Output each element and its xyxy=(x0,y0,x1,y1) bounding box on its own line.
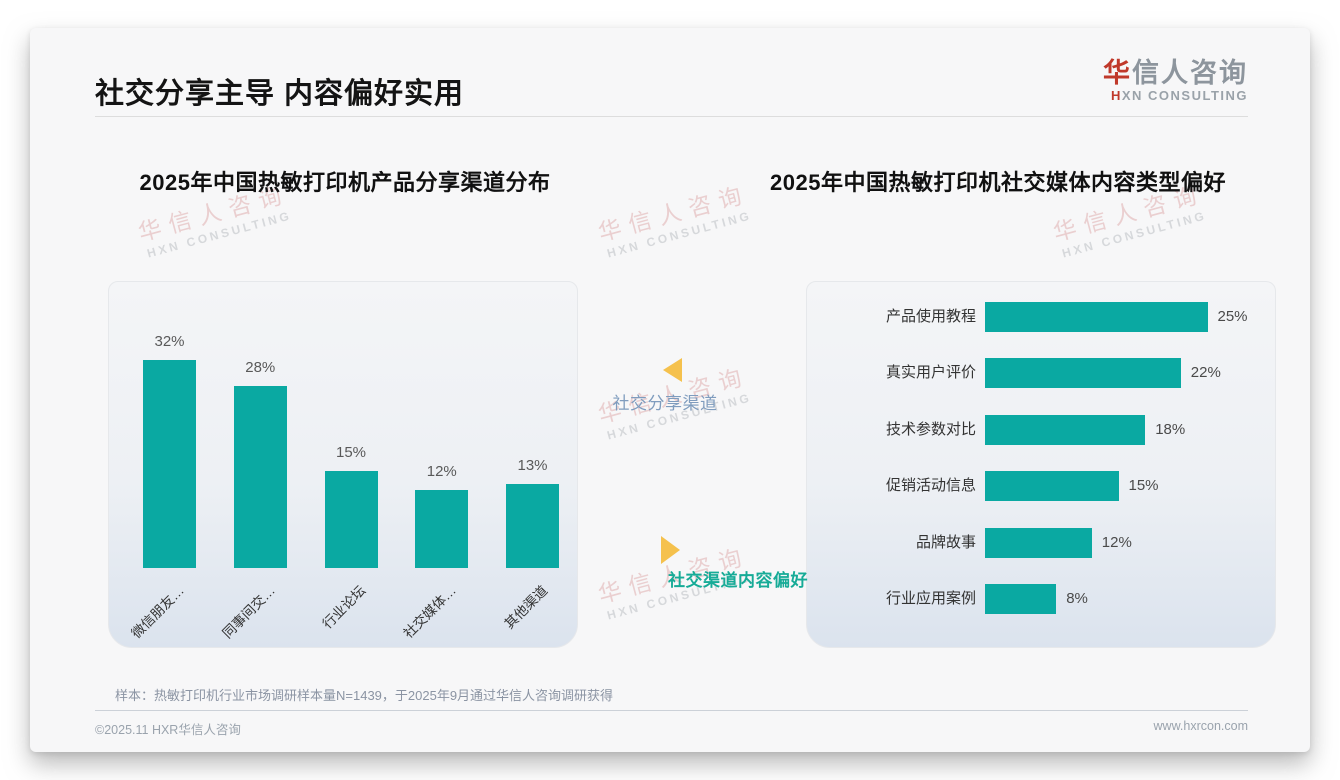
row-category-label: 行业应用案例 xyxy=(885,590,976,607)
bar-segment xyxy=(506,483,559,568)
left-chart-plot: 32% 微信朋友… 28% 同事间交… 15% 行业论坛 12% 社交媒体… 13% 其他渠道 xyxy=(109,282,577,647)
company-logo: 华信人咨询 HXN CONSULTING xyxy=(1103,58,1248,104)
bar-segment xyxy=(985,358,1181,389)
bar-value-label: 32% xyxy=(154,333,185,350)
bar-value-label: 22% xyxy=(1190,364,1221,382)
logo-chinese-name: 华信人咨询 xyxy=(1103,58,1248,88)
bar-segment xyxy=(324,470,378,568)
footer-divider xyxy=(95,710,1248,711)
bar-value-label: 15% xyxy=(1128,477,1159,495)
watermark-english-text: HXN CONSULTING xyxy=(1060,208,1209,261)
logo-en-accent: H xyxy=(1110,88,1122,103)
x-axis-category-label: 同事间交… xyxy=(219,582,278,642)
row-category-label: 促销活动信息 xyxy=(885,477,976,495)
row-category-label: 品牌故事 xyxy=(915,533,976,551)
bar-segment xyxy=(143,360,196,568)
bar-value-label: 13% xyxy=(517,456,548,474)
bar-value-label: 18% xyxy=(1155,420,1186,438)
arrow-right-icon xyxy=(661,536,680,564)
watermark-english-text: HXN CONSULTING xyxy=(605,208,754,261)
logo-rest-chars: 信人咨询 xyxy=(1132,58,1248,88)
row-category-label: 技术参数对比 xyxy=(885,420,976,438)
page-title: 社交分享主导 内容偏好实用 xyxy=(95,78,465,110)
bar-segment xyxy=(985,527,1092,558)
footer-website: www.hxrcon.com xyxy=(1153,719,1248,733)
bar-value-label: 12% xyxy=(426,463,457,480)
share-channel-annotation: 社交分享渠道 xyxy=(612,394,718,413)
bar-segment xyxy=(233,386,287,568)
x-axis-category-label: 社交媒体… xyxy=(400,582,460,642)
row-category-label: 产品使用教程 xyxy=(885,308,976,325)
bar-segment xyxy=(985,584,1057,614)
sample-source-note: 样本：热敏打印机行业市场调研样本量N=1439，于2025年9月通过华信人咨询调… xyxy=(115,688,614,703)
content-preference-annotation: 社交渠道内容偏好 xyxy=(668,571,808,590)
bar-value-label: 12% xyxy=(1101,533,1132,551)
bar-value-label: 8% xyxy=(1066,590,1088,607)
bar-value-label: 28% xyxy=(245,359,276,376)
right-chart-panel: 产品使用教程 25% 真实用户评价 22% 技术参数对比 18% 促销活动信息 15% 品牌故事… xyxy=(806,281,1276,648)
logo-english-name: HXN CONSULTING xyxy=(1103,88,1248,104)
left-chart-panel: 32% 微信朋友… 28% 同事间交… 15% 行业论坛 12% 社交媒体… 13% 其他渠道 xyxy=(108,281,578,648)
bar-segment xyxy=(415,490,469,568)
x-axis-category-label: 行业论坛 xyxy=(319,582,369,632)
bar-segment xyxy=(985,471,1119,502)
bar-value-label: 25% xyxy=(1217,308,1248,325)
arrow-left-icon xyxy=(663,358,682,382)
bar-segment xyxy=(985,302,1208,332)
row-category-label: 真实用户评价 xyxy=(885,364,976,382)
bar-segment xyxy=(985,414,1146,445)
x-axis-category-label: 其他渠道 xyxy=(501,582,550,632)
watermark-english-text: HXN CONSULTING xyxy=(145,208,294,261)
slide-card: 华信人咨询 HXN CONSULTING 华信人咨询 HXN CONSULTING 华信… xyxy=(30,28,1310,752)
x-axis-category-label: 微信朋友… xyxy=(128,582,187,642)
logo-accent-char: 华 xyxy=(1103,58,1132,88)
right-chart-plot: 产品使用教程 25% 真实用户评价 22% 技术参数对比 18% 促销活动信息 15% 品牌故事… xyxy=(807,282,1275,647)
logo-en-rest: XN CONSULTING xyxy=(1121,88,1248,103)
right-chart-title: 2025年中国热敏打印机社交媒体内容类型偏好 xyxy=(770,170,1226,195)
footer-copyright: ©2025.11 HXR华信人咨询 xyxy=(95,723,241,737)
header-divider xyxy=(95,116,1248,117)
bar-value-label: 15% xyxy=(335,443,367,461)
left-chart-title: 2025年中国热敏打印机产品分享渠道分布 xyxy=(139,170,551,195)
